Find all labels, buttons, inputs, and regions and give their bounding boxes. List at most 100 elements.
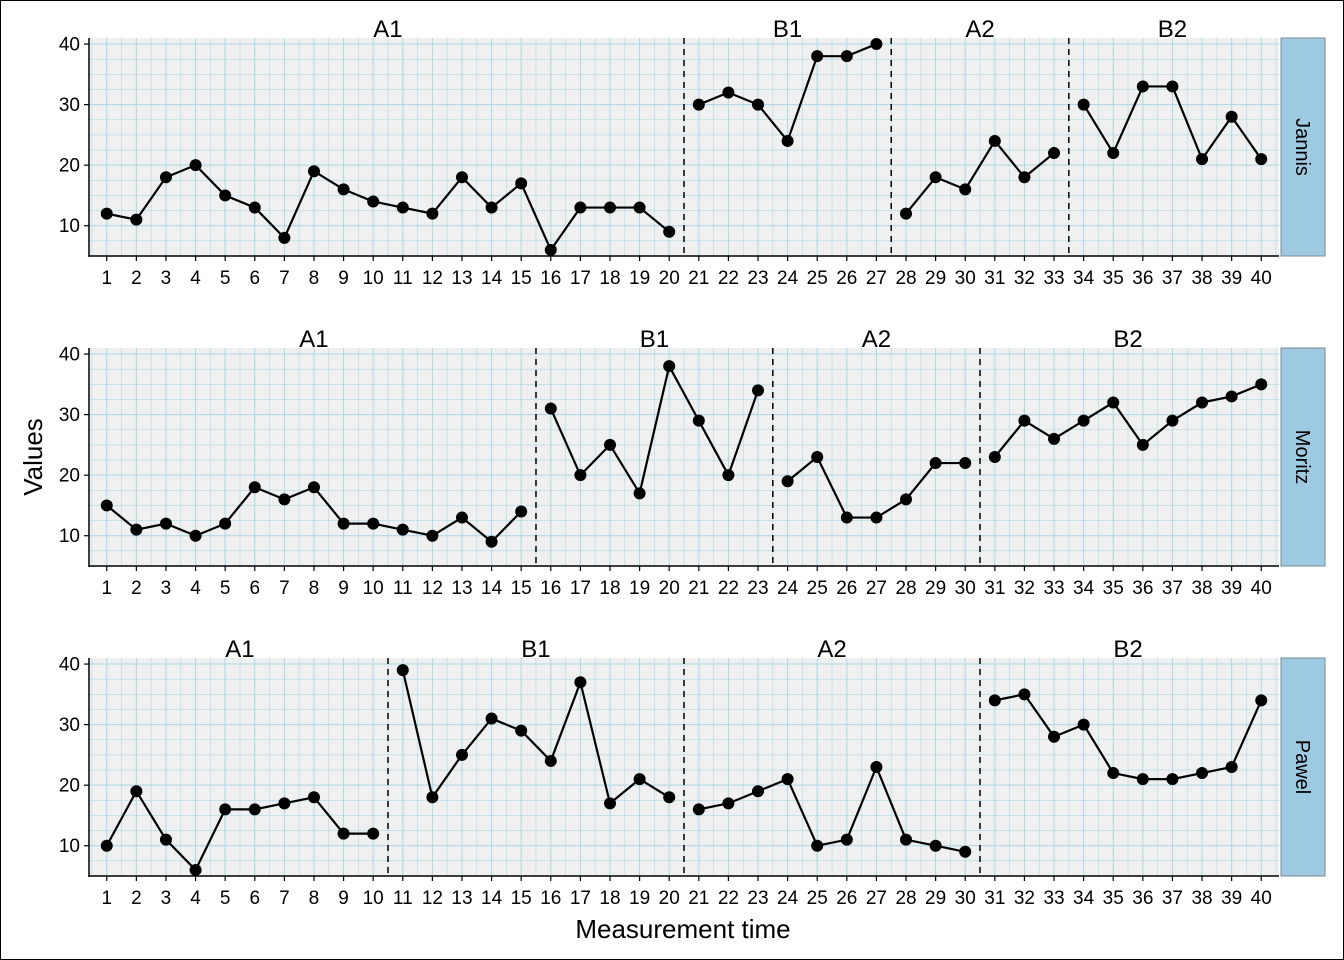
data-point bbox=[1136, 80, 1149, 93]
data-point bbox=[189, 529, 202, 542]
series-line bbox=[105, 790, 374, 872]
data-point bbox=[1225, 761, 1238, 773]
x-tick-label: 14 bbox=[481, 888, 503, 909]
x-tick-label: 24 bbox=[777, 268, 799, 289]
data-point bbox=[929, 839, 942, 852]
data-point bbox=[633, 487, 646, 500]
x-tick-label: 11 bbox=[393, 888, 413, 909]
x-tick-label: 14 bbox=[481, 578, 503, 599]
x-tick-label: 40 bbox=[1251, 578, 1272, 599]
data-point bbox=[633, 201, 646, 214]
x-tick-label: 40 bbox=[1251, 268, 1272, 289]
x-tick-label: 25 bbox=[807, 268, 828, 289]
data-point bbox=[130, 785, 143, 798]
x-tick-label: 35 bbox=[1103, 578, 1124, 599]
series-line bbox=[993, 383, 1262, 458]
phase-label: A1 bbox=[225, 636, 254, 663]
x-tick-label: 9 bbox=[338, 578, 349, 599]
x-tick-label: 31 bbox=[984, 268, 1005, 289]
x-tick-label: 23 bbox=[747, 888, 768, 909]
x-tick-label: 32 bbox=[1014, 888, 1035, 909]
x-tick-label: 36 bbox=[1132, 888, 1153, 909]
phase-label: A2 bbox=[965, 16, 994, 43]
data-point bbox=[278, 493, 291, 506]
data-point bbox=[929, 171, 942, 184]
x-tick-label: 27 bbox=[866, 888, 887, 909]
x-tick-label: 20 bbox=[659, 268, 680, 289]
x-tick-label: 24 bbox=[777, 888, 799, 909]
data-point bbox=[159, 833, 172, 846]
x-tick-label: 32 bbox=[1014, 578, 1035, 599]
x-tick-label: 17 bbox=[570, 888, 591, 909]
phase-label: A2 bbox=[862, 326, 891, 353]
y-tick-label: 20 bbox=[59, 466, 80, 487]
data-point bbox=[307, 791, 320, 804]
data-point bbox=[455, 748, 468, 761]
data-point bbox=[1225, 110, 1238, 123]
data-point bbox=[367, 517, 380, 530]
y-tick-label: 20 bbox=[59, 776, 80, 797]
data-point bbox=[1255, 153, 1268, 166]
x-tick-label: 37 bbox=[1162, 888, 1183, 909]
facet-strip bbox=[1280, 347, 1326, 567]
data-point bbox=[337, 827, 350, 840]
x-tick-label: 22 bbox=[718, 888, 739, 909]
data-point bbox=[900, 493, 913, 506]
data-point bbox=[544, 243, 557, 256]
x-tick-label: 6 bbox=[249, 888, 260, 909]
x-tick-label: 20 bbox=[659, 578, 680, 599]
facet-strip bbox=[1280, 657, 1326, 877]
x-tick-label: 28 bbox=[895, 578, 916, 599]
series-line bbox=[401, 669, 670, 805]
x-tick-label: 36 bbox=[1132, 268, 1153, 289]
data-point bbox=[130, 213, 143, 226]
x-tick-label: 22 bbox=[718, 578, 739, 599]
data-point bbox=[1166, 80, 1179, 93]
x-tick-label: 36 bbox=[1132, 578, 1153, 599]
x-tick-label: 6 bbox=[249, 268, 260, 289]
x-tick-label: 29 bbox=[925, 578, 946, 599]
data-point bbox=[1136, 773, 1149, 786]
y-axis-title: Values bbox=[18, 418, 48, 496]
x-tick-label: 28 bbox=[895, 268, 916, 289]
data-point bbox=[1107, 396, 1120, 409]
x-tick-label: 19 bbox=[629, 268, 650, 289]
data-point bbox=[603, 438, 616, 451]
facet-strip-label: Pawel bbox=[1291, 740, 1313, 794]
x-tick-label: 30 bbox=[955, 578, 976, 599]
data-point bbox=[900, 207, 913, 220]
data-point bbox=[840, 511, 853, 524]
data-point bbox=[485, 712, 498, 725]
x-tick-label: 33 bbox=[1043, 578, 1064, 599]
x-tick-label: 11 bbox=[393, 268, 413, 289]
x-tick-label: 37 bbox=[1162, 578, 1183, 599]
data-point bbox=[603, 201, 616, 214]
data-point bbox=[929, 457, 942, 470]
x-tick-label: 12 bbox=[422, 888, 443, 909]
data-point bbox=[485, 535, 498, 548]
data-point bbox=[574, 469, 587, 482]
data-point bbox=[840, 833, 853, 846]
data-point bbox=[663, 791, 676, 804]
data-point bbox=[1196, 767, 1209, 780]
data-point bbox=[189, 863, 202, 876]
x-tick-label: 27 bbox=[866, 578, 887, 599]
data-point bbox=[870, 511, 883, 524]
x-tick-label: 10 bbox=[363, 888, 384, 909]
data-point bbox=[1196, 153, 1209, 166]
x-tick-label: 3 bbox=[161, 888, 172, 909]
data-point bbox=[337, 183, 350, 196]
x-tick-label: 5 bbox=[220, 888, 231, 909]
x-tick-label: 19 bbox=[629, 578, 650, 599]
x-tick-label: 27 bbox=[866, 268, 887, 289]
x-tick-label: 19 bbox=[629, 888, 650, 909]
x-tick-label: 21 bbox=[688, 578, 709, 599]
data-point bbox=[485, 201, 498, 214]
x-tick-label: 29 bbox=[925, 888, 946, 909]
x-axis-title: Measurement time bbox=[575, 914, 790, 944]
y-tick-label: 40 bbox=[59, 35, 80, 56]
x-tick-label: 37 bbox=[1162, 268, 1183, 289]
data-point bbox=[781, 475, 794, 488]
x-tick-label: 26 bbox=[836, 578, 857, 599]
